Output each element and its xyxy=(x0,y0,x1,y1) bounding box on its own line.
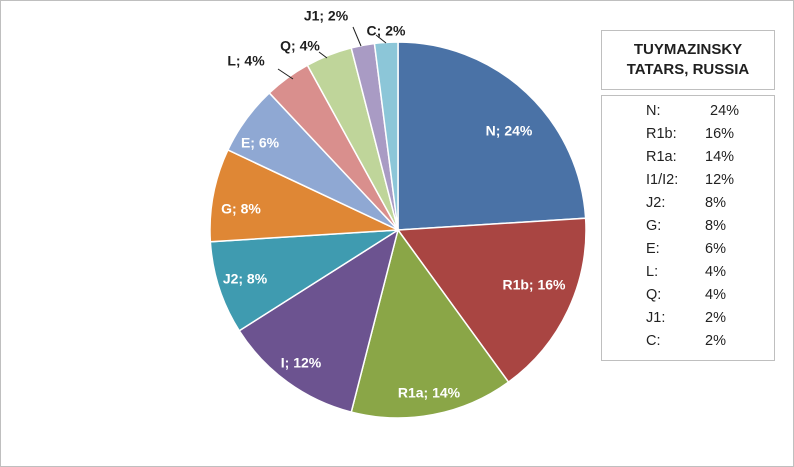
pie-slice-n xyxy=(397,41,587,231)
legend-item-value: 4% xyxy=(705,264,726,280)
legend-item-value: 16% xyxy=(705,126,735,142)
legend-item-value: 8% xyxy=(705,218,726,234)
legend-item-name: I1/I2: xyxy=(646,172,679,188)
legend-item: E: 6% xyxy=(602,241,774,264)
chart-title-box: TUYMAZINSKY TATARS, RUSSIA xyxy=(601,30,775,90)
legend-item-name: R1a: xyxy=(646,149,677,165)
legend-item: N: 24% xyxy=(602,103,774,126)
leader-line-j1 xyxy=(352,26,362,47)
data-label-c: C; 2% xyxy=(367,23,406,39)
pie-slice-g xyxy=(209,148,399,243)
data-label-e: E; 6% xyxy=(241,135,280,151)
legend-item-name: L: xyxy=(646,264,659,280)
legend-item: R1a: 14% xyxy=(602,149,774,172)
legend-item: R1b: 16% xyxy=(602,126,774,149)
pie-slice-r1b xyxy=(396,217,587,384)
legend-item-value: 2% xyxy=(705,333,726,349)
leader-line-q xyxy=(318,51,328,59)
legend-item-value: 14% xyxy=(705,149,735,165)
legend-item-name: E: xyxy=(646,241,660,257)
legend: N: 24% R1b: 16% R1a: 14% I1/I2: 12% J2: 8% G: 8% E: 6… xyxy=(601,95,775,361)
legend-item-name: N: xyxy=(646,103,661,119)
legend-item-value: 4% xyxy=(705,287,726,303)
legend-item: L: 4% xyxy=(602,264,774,287)
legend-item: J1: 2% xyxy=(602,310,774,333)
pie-slice-j2 xyxy=(209,229,399,332)
chart-title: TUYMAZINSKY TATARS, RUSSIA xyxy=(626,41,750,78)
leader-line-l xyxy=(277,68,294,80)
data-label-r1b: R1b; 16% xyxy=(502,277,566,293)
legend-item-value: 2% xyxy=(705,310,726,326)
legend-item-value: 8% xyxy=(705,195,726,211)
data-label-l: L; 4% xyxy=(227,53,265,69)
pie-slice-c xyxy=(373,41,399,231)
legend-item-name: J1: xyxy=(646,310,666,326)
legend-item: J2: 8% xyxy=(602,195,774,218)
pie-slice-i xyxy=(238,228,400,414)
data-label-n: N; 24% xyxy=(486,123,533,139)
data-label-i: I; 12% xyxy=(281,355,322,371)
data-label-j1: J1; 2% xyxy=(304,8,349,24)
legend-item-name: G: xyxy=(646,218,662,234)
legend-item: Q: 4% xyxy=(602,287,774,310)
legend-item-name: Q: xyxy=(646,287,662,303)
legend-item-value: 24% xyxy=(710,103,740,119)
data-label-j2: J2; 8% xyxy=(223,271,268,287)
legend-item: I1/I2: 12% xyxy=(602,172,774,195)
data-label-q: Q; 4% xyxy=(280,38,320,54)
legend-item-name: C: xyxy=(646,333,661,349)
legend-item: G: 8% xyxy=(602,218,774,241)
legend-item-name: R1b: xyxy=(646,126,677,142)
legend-item-value: 6% xyxy=(705,241,726,257)
leader-line-c xyxy=(375,34,387,44)
data-label-g: G; 8% xyxy=(221,201,261,217)
legend-item-value: 12% xyxy=(705,172,735,188)
pie-slice-r1a xyxy=(350,228,510,419)
legend-item-name: J2: xyxy=(646,195,666,211)
legend-item: C: 2% xyxy=(602,333,774,356)
data-label-r1a: R1a; 14% xyxy=(398,385,461,401)
